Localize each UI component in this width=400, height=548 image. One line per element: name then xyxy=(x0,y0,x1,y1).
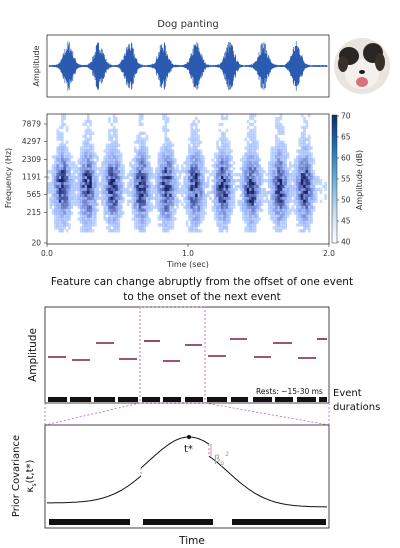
event-bar xyxy=(275,397,293,402)
caption-line-1: Feature can change abruptly from the off… xyxy=(51,276,353,288)
spectrogram-xtick-label: 2.0 xyxy=(323,249,335,258)
spectrogram-xlabel: Time (sec) xyxy=(166,260,209,269)
event-bar xyxy=(163,397,181,402)
spectrogram-ytick-label: 2309 xyxy=(22,155,41,164)
event-bar xyxy=(142,397,160,402)
colorbar-label: Amplitude (dB) xyxy=(355,150,364,210)
spectrogram-ytick-label: 4297 xyxy=(22,137,41,146)
spectrogram-xtick-label: 1.0 xyxy=(182,249,194,258)
event-label-line-2: durations xyxy=(333,402,380,413)
covariance-frame xyxy=(44,424,330,529)
waveform-trace xyxy=(48,41,328,91)
covariance-curve-right xyxy=(208,455,327,508)
colorbar-tick-label: 45 xyxy=(341,217,351,226)
colorbar-tick-label: 40 xyxy=(341,238,351,247)
spectrogram-ytick-label: 20 xyxy=(31,239,41,248)
waveform-path xyxy=(48,41,328,91)
covariance-event-bars xyxy=(49,519,326,525)
spectrogram-ytick-label: 565 xyxy=(27,190,42,199)
dog-photo xyxy=(334,38,390,94)
event-bar xyxy=(231,397,248,402)
event-bar xyxy=(70,397,91,402)
event-bar xyxy=(185,397,203,402)
covariance-xlabel: Time xyxy=(178,535,205,547)
event-bars xyxy=(48,397,327,402)
covariance-panel: t* βp2 Prior Covariance κs(t,t*) Time xyxy=(11,424,330,547)
event-bar xyxy=(319,397,327,402)
spectrogram-panel: 7879 4297 2309 1191 565 215 20 0.0 1.0 2.0 Frequ… xyxy=(4,112,364,270)
waveform-frame xyxy=(46,34,330,98)
covariance-curve-peak xyxy=(140,436,210,469)
amplitude-levels xyxy=(48,338,327,362)
rests-note: Rests: ~15-30 ms xyxy=(256,387,323,396)
spectrogram-ytick-label: 7879 xyxy=(22,120,41,129)
event-bar xyxy=(118,397,138,402)
spectrogram-image xyxy=(47,114,327,233)
zoom-guide-diagonal-right xyxy=(204,402,330,426)
event-bar xyxy=(48,397,67,402)
covariance-curve-left xyxy=(47,475,142,504)
event-bar xyxy=(253,397,272,402)
peak-label: t* xyxy=(184,444,193,455)
beta-label: βp2 xyxy=(214,451,229,467)
amplitude-panel: Amplitude Rests: ~15-30 ms Event duratio… xyxy=(27,306,380,426)
event-bar xyxy=(94,397,115,402)
covariance-ylabel-line-2: κs(t,t*) xyxy=(25,459,38,492)
covariance-ylabel-line-1: Prior Covariance xyxy=(11,435,22,517)
spectrogram-cells xyxy=(47,114,327,233)
amplitude-ylabel: Amplitude xyxy=(27,328,39,382)
highlight-box xyxy=(139,306,206,404)
colorbar-tick-label: 60 xyxy=(341,154,351,163)
spectrogram-yticks: 7879 4297 2309 1191 565 215 20 xyxy=(22,120,47,248)
spectrogram-xtick-label: 0.0 xyxy=(41,249,53,258)
spectrogram-ytick-label: 1191 xyxy=(22,173,41,182)
caption-line-2: to the onset of the next event xyxy=(123,291,280,303)
covariance-event-bar xyxy=(49,519,130,525)
colorbar-tick-label: 65 xyxy=(341,133,351,142)
colorbar-tick-label: 55 xyxy=(341,175,351,184)
colorbar-ticks: 70 65 60 55 50 45 40 xyxy=(337,112,351,247)
event-bar xyxy=(297,397,316,402)
peak-marker xyxy=(187,435,191,439)
waveform-panel: Dog panting Amplitude xyxy=(32,19,330,98)
amplitude-frame xyxy=(44,306,330,404)
spectrogram-xticks: 0.0 1.0 2.0 xyxy=(41,244,335,258)
spectrogram-ylabel: Frequency (Hz) xyxy=(4,148,13,208)
covariance-event-bar xyxy=(232,519,326,525)
colorbar-tick-label: 50 xyxy=(341,196,351,205)
waveform-title: Dog panting xyxy=(157,19,219,30)
waveform-ylabel: Amplitude xyxy=(32,45,41,86)
event-label-line-1: Event xyxy=(333,388,362,399)
zoom-guide-diagonal-left xyxy=(44,402,141,426)
event-bar xyxy=(207,397,227,402)
colorbar-tick-label: 70 xyxy=(341,112,351,121)
spectrogram-ytick-label: 215 xyxy=(27,208,42,217)
colorbar xyxy=(331,114,338,244)
covariance-event-bar xyxy=(143,519,213,525)
